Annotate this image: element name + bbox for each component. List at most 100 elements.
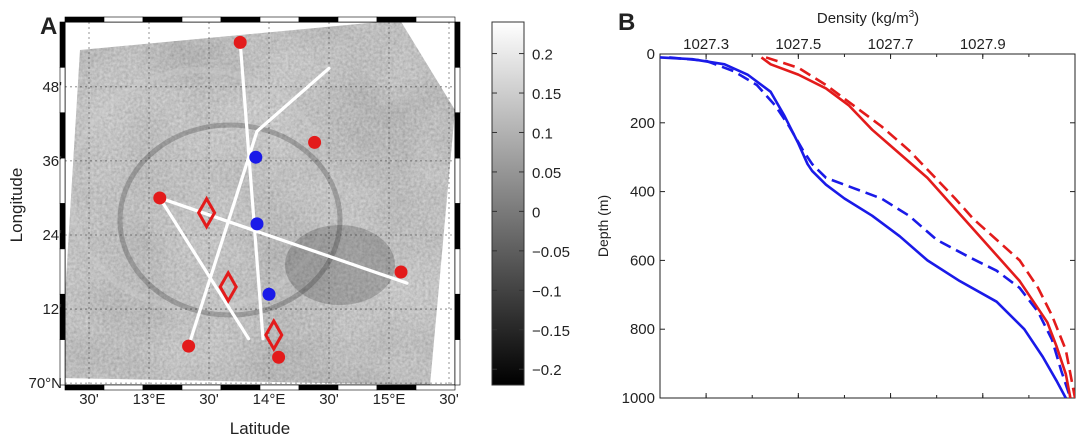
colorbar-tick-label: 0	[532, 204, 540, 221]
map-border-segment	[142, 384, 183, 391]
depth-axis-label: Depth (m)	[595, 195, 611, 257]
density-tick-label: 1027.3	[683, 36, 729, 53]
red-station	[153, 191, 167, 205]
red-station	[233, 35, 247, 49]
map-border-segment	[220, 384, 261, 391]
density-tick-labels: 1027.3 1027.5 1027.7 1027.9	[659, 36, 1076, 398]
density-profiles	[660, 56, 1075, 398]
colorbar-tick-label: −0.05	[532, 244, 570, 261]
map-border-segment	[376, 384, 417, 391]
map-border-segment	[298, 16, 339, 23]
colorbar-tick-label: 0.05	[532, 165, 561, 182]
density-profile-line	[760, 56, 1072, 398]
map-border-segment	[259, 16, 300, 23]
ship-tracks	[158, 40, 409, 348]
red-station	[272, 350, 286, 364]
blue-station	[249, 150, 263, 164]
map-border-segment	[415, 384, 456, 391]
map-x-tick-labels: 30' 13°E 30' 14°E 30' 15°E 30'	[79, 391, 459, 408]
panel-label-b: B	[618, 9, 635, 36]
map-x-tick-label: 30'	[439, 391, 459, 408]
map-border-segment	[59, 248, 66, 295]
colorbar-tick-label: 0.1	[532, 125, 553, 142]
map-x-tick-label: 30'	[319, 391, 339, 408]
map-border-segment	[454, 157, 461, 204]
map-border-segment	[454, 293, 461, 340]
blue-station	[250, 217, 264, 231]
ship-track	[238, 40, 265, 341]
ship-track	[187, 66, 331, 348]
colorbar-tick-label: 0.2	[532, 47, 553, 64]
map-y-tick-label: 48'	[42, 79, 62, 96]
colorbar-tick-label: 0.15	[532, 86, 561, 103]
density-tick-label: 1027.9	[960, 36, 1006, 53]
diamond-marker	[264, 317, 284, 353]
density-tick-label: 1027.7	[868, 36, 914, 53]
sar-image	[60, 20, 455, 385]
profile-plot-frame	[659, 53, 1076, 399]
colorbar-tick-label: −0.2	[532, 362, 562, 379]
map-y-tick-label: 24'	[42, 227, 62, 244]
map-x-tick-label: 30'	[79, 391, 99, 408]
map-border-segment	[298, 384, 339, 391]
colorbar-tick-label: −0.1	[532, 283, 562, 300]
map-x-tick-label: 30'	[199, 391, 219, 408]
panel-label-a: A	[40, 13, 57, 40]
colorbar	[491, 21, 525, 386]
map-border-segment	[220, 16, 261, 23]
ship-track	[158, 196, 409, 285]
map-y-axis-label: Longitude	[7, 168, 26, 243]
depth-tick-label: 600	[630, 252, 655, 269]
map-border-segment	[142, 16, 183, 23]
red-station	[182, 339, 196, 353]
depth-tick-label: 400	[630, 184, 655, 201]
map-border-segment	[181, 384, 222, 391]
depth-tick-labels: 0 200 400 600 800 1000	[622, 46, 1075, 407]
map-border-segment	[454, 203, 461, 250]
map-y-tick-label: 70°N	[28, 375, 62, 392]
depth-tick-label: 800	[630, 321, 655, 338]
map-border-segment	[454, 248, 461, 295]
map-border-segment	[103, 384, 144, 391]
map-border-segment	[337, 16, 378, 23]
map-x-tick-label: 15°E	[373, 391, 406, 408]
map-border-segment	[259, 384, 300, 391]
depth-tick-label: 0	[647, 46, 655, 63]
map-border-segment	[103, 16, 144, 23]
map-y-tick-label: 36'	[42, 153, 62, 170]
map-border-segment	[181, 16, 222, 23]
density-axis-label: Density (kg/m3)	[817, 9, 919, 27]
density-profile-line	[669, 56, 1072, 398]
colorbar-tick-labels: 0.2 0.15 0.1 0.05 0 −0.05 −0.1 −0.15 −0.2	[492, 47, 570, 379]
map-border-segment	[376, 16, 417, 23]
density-profile-line	[765, 56, 1075, 398]
map-border-segment	[337, 384, 378, 391]
density-profile-line	[660, 56, 1067, 398]
map-frame	[59, 16, 461, 391]
colorbar-tick-label: −0.15	[532, 323, 570, 340]
map-border-segment	[454, 21, 461, 68]
map-y-tick-labels: 70°N 12' 24' 36' 48'	[28, 79, 62, 392]
diamond-marker	[196, 195, 217, 230]
map-x-axis-label: Latitude	[230, 419, 291, 438]
map-border-segment	[59, 112, 66, 159]
map-border-segment	[64, 384, 105, 391]
map-border-segment	[454, 339, 461, 386]
map-border-segment	[454, 67, 461, 114]
map-x-tick-label: 14°E	[253, 391, 286, 408]
map-border-segment	[454, 112, 461, 159]
map-border-segment	[59, 339, 66, 386]
density-tick-label: 1027.5	[775, 36, 821, 53]
ship-track	[158, 196, 251, 341]
red-station	[394, 265, 408, 279]
diamond-marker	[218, 269, 238, 304]
depth-tick-label: 1000	[622, 390, 655, 407]
blue-station	[262, 287, 276, 301]
map-border-segment	[64, 16, 105, 23]
map-x-tick-label: 13°E	[133, 391, 166, 408]
map-border-segment	[59, 21, 66, 68]
depth-tick-label: 200	[630, 115, 655, 132]
red-station	[308, 135, 322, 149]
map-border-segment	[415, 16, 456, 23]
